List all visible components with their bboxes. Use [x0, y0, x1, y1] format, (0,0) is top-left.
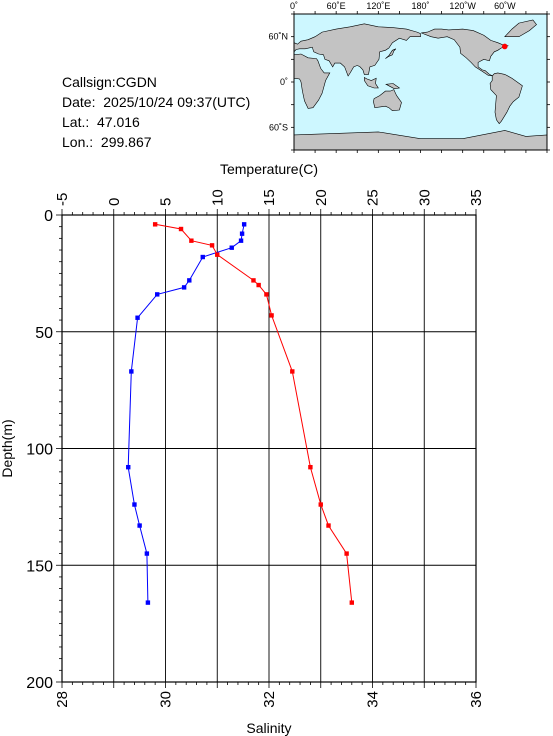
salinity-point: [178, 226, 184, 232]
salinity-point: [349, 600, 354, 605]
salinity-point: [308, 464, 313, 470]
temperature-point: [137, 523, 142, 528]
callsign-label: Callsign:CGDN: [62, 74, 157, 90]
map-lat-label: 60˚S: [269, 122, 288, 132]
temperature-tick-label: 10: [209, 189, 226, 206]
longitude-label: Lon.: 299.867: [62, 134, 152, 150]
temperature-axis-title: Temperature(C): [220, 161, 318, 177]
temperature-point: [145, 600, 151, 605]
depth-tick-label: 50: [35, 325, 53, 342]
temperature-point: [181, 285, 187, 290]
map-land-7: [385, 83, 401, 90]
map-station-marker: [501, 43, 508, 50]
world-map: 0˚ 60˚E 120˚E 180˚ 120˚W 60˚W 60˚N 0˚ 60˚S: [268, 1, 550, 153]
salinity-point: [318, 502, 323, 507]
temperature-tick-label: 15: [261, 189, 278, 206]
temperature-point: [187, 278, 192, 283]
map-land-4: [504, 19, 537, 38]
map-lon-label: 60˚W: [494, 1, 516, 11]
salinity-point: [344, 551, 349, 556]
map-land-0: [293, 23, 421, 77]
temperature-point: [155, 292, 160, 297]
map-land-8: [385, 48, 397, 59]
depth-tick-label: 0: [44, 208, 53, 225]
temperature-tick-label: 20: [313, 189, 330, 206]
map-land-1: [293, 53, 331, 109]
map-land-6: [363, 76, 379, 89]
depth-tick-label: 150: [26, 558, 53, 575]
salinity-point: [269, 313, 274, 318]
salinity-tick-label: 28: [54, 691, 71, 708]
temperature-tick-label: 0: [106, 198, 123, 206]
temperature-point: [229, 245, 234, 250]
map-lat-label: 60˚N: [268, 32, 288, 42]
temperature-tick-label: -5: [54, 193, 71, 206]
salinity-point: [152, 222, 158, 227]
map-land-5: [373, 89, 402, 112]
temperature-tick-label: 35: [468, 189, 485, 206]
latitude-label: Lat.: 47.016: [62, 114, 140, 130]
temperature-point: [132, 502, 137, 507]
temperature-point: [126, 464, 131, 470]
temperature-point: [144, 551, 150, 556]
map-land-2: [421, 28, 509, 77]
temperature-tick-label: 5: [158, 198, 175, 206]
temperature-tick-label: 30: [416, 189, 433, 206]
temperature-point: [200, 254, 205, 260]
salinity-tick-label: 36: [468, 691, 485, 708]
depth-tick-label: 100: [26, 442, 53, 459]
salinity-tick-label: 34: [365, 691, 382, 708]
salinity-point: [251, 278, 256, 283]
map-lon-label: 120˚W: [449, 1, 476, 11]
salinity-point: [209, 243, 215, 248]
salinity-tick-label: 32: [261, 691, 278, 708]
salinity-point: [189, 238, 194, 243]
depth-tick-label: 200: [26, 675, 53, 692]
temperature-point: [238, 238, 244, 243]
map-lon-label: 0˚: [290, 1, 298, 11]
map-lon-label: 120˚E: [366, 1, 390, 11]
map-land-3: [489, 72, 523, 125]
temperature-point: [239, 231, 245, 236]
temperature-point: [135, 315, 140, 320]
date-label: Date: 2025/10/24 09:37(UTC): [62, 94, 251, 110]
salinity-point: [256, 282, 261, 288]
salinity-point: [326, 523, 331, 528]
salinity-point: [215, 252, 220, 257]
salinity-point: [290, 369, 295, 374]
salinity-tick-label: 30: [158, 691, 175, 708]
temperature-tick-label: 25: [365, 189, 382, 206]
map-lat-label: 0˚: [280, 77, 288, 87]
temperature-point: [241, 222, 247, 227]
temperature-profile-line: [127, 224, 245, 603]
map-lon-label: 180˚: [411, 1, 429, 11]
depth-axis-title: Depth(m): [0, 419, 15, 477]
salinity-axis-title: Salinity: [246, 720, 291, 736]
temperature-point: [129, 369, 134, 374]
map-lon-label: 60˚E: [327, 1, 346, 11]
salinity-point: [264, 292, 269, 297]
